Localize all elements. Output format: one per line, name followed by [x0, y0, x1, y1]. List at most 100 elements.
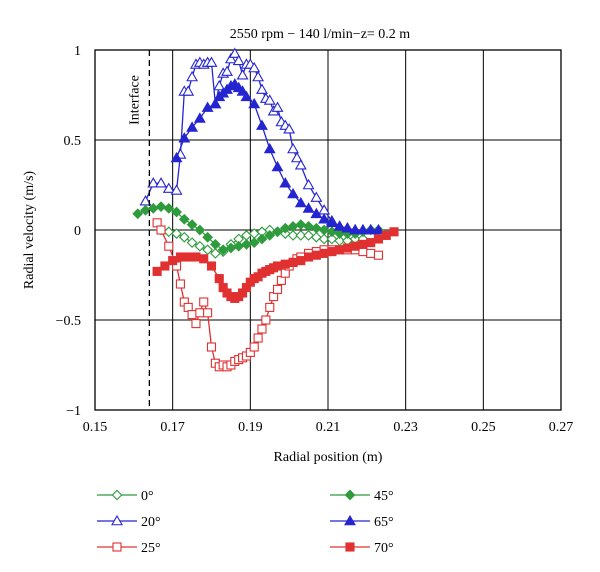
- data-point: [303, 221, 314, 232]
- data-point: [249, 342, 259, 352]
- data-point: [335, 245, 345, 255]
- legend-marker: [112, 542, 122, 552]
- data-point: [202, 231, 213, 243]
- x-tick-label: 0.19: [238, 420, 263, 435]
- data-point: [171, 228, 182, 239]
- data-point: [287, 230, 299, 241]
- data-point: [203, 308, 213, 318]
- x-tick-label: 0.15: [83, 420, 108, 435]
- data-point: [381, 230, 391, 240]
- x-tick-label: 0.17: [160, 420, 185, 435]
- data-point: [171, 206, 182, 218]
- legend-label: 65°: [374, 515, 394, 530]
- data-point: [164, 241, 174, 251]
- data-point: [318, 224, 330, 236]
- legend-marker: [344, 514, 356, 526]
- data-point: [366, 238, 376, 248]
- legend: 0° 20° 25° 45° 65° 70°: [97, 489, 394, 556]
- data-point: [253, 333, 263, 343]
- y-tick-label: −1: [66, 404, 81, 419]
- data-point: [290, 151, 303, 163]
- chart-title: 2550 rpm − 140 l/min−z= 0.2 m: [230, 27, 411, 42]
- data-point: [264, 230, 276, 241]
- data-point: [224, 52, 237, 64]
- legend-label: 0°: [141, 489, 154, 504]
- data-point: [248, 97, 261, 109]
- data-point: [191, 319, 201, 329]
- legend-item: 65°: [330, 514, 394, 530]
- data-point: [318, 213, 331, 224]
- data-point: [221, 65, 233, 76]
- data-point: [294, 159, 307, 170]
- data-point: [310, 222, 322, 234]
- data-point: [193, 112, 206, 123]
- data-point: [240, 90, 253, 102]
- legend-label: 45°: [374, 489, 394, 504]
- y-tick-label: 1: [74, 44, 81, 59]
- data-point: [175, 252, 185, 262]
- data-point: [358, 239, 368, 249]
- interface-label: Interface: [127, 75, 142, 125]
- data-point: [147, 177, 160, 188]
- data-point: [310, 207, 323, 219]
- data-point: [265, 302, 275, 312]
- data-point: [271, 101, 284, 112]
- data-point: [206, 342, 217, 352]
- data-point: [261, 315, 271, 325]
- data-point: [319, 248, 329, 258]
- data-point: [272, 261, 283, 271]
- data-point: [294, 196, 307, 208]
- data-point: [214, 274, 224, 284]
- legend-label: 70°: [374, 541, 394, 556]
- data-point: [163, 203, 175, 214]
- data-point: [302, 178, 315, 190]
- axis-ticks: 0.15 0.17 0.19 0.21 0.23 0.25 0.27 −1 −0.5 0 0.5 1: [56, 44, 574, 435]
- data-point: [304, 252, 314, 262]
- y-tick-label: 0.5: [64, 134, 82, 149]
- legend-item: 70°: [330, 541, 394, 556]
- data-point: [152, 266, 162, 276]
- data-point: [155, 177, 167, 188]
- data-point: [283, 123, 296, 134]
- data-point: [232, 54, 245, 66]
- data-point: [256, 233, 268, 245]
- legend-label: 20°: [141, 515, 161, 530]
- data-point: [168, 256, 178, 266]
- data-point: [342, 243, 352, 253]
- legend-item: 25°: [97, 541, 161, 556]
- series-group: [132, 47, 399, 372]
- series-5: [152, 227, 399, 303]
- data-point: [373, 250, 384, 260]
- legend-item: 0°: [97, 489, 154, 504]
- data-point: [287, 142, 299, 154]
- data-point: [296, 256, 306, 266]
- data-point: [191, 252, 201, 262]
- x-axis-label: Radial position (m): [274, 450, 383, 465]
- data-point: [236, 85, 249, 96]
- data-point: [389, 227, 399, 237]
- legend-item: 45°: [330, 489, 394, 504]
- data-point: [271, 160, 284, 172]
- data-point: [326, 233, 338, 245]
- data-point: [364, 223, 377, 235]
- data-point: [199, 297, 209, 307]
- data-point: [155, 201, 167, 212]
- legend-marker: [111, 489, 123, 501]
- data-point: [341, 222, 354, 233]
- series-0: [155, 224, 369, 259]
- data-point: [194, 240, 206, 252]
- data-point: [209, 97, 222, 109]
- data-point: [186, 219, 198, 230]
- data-point: [205, 56, 218, 67]
- legend-marker: [111, 514, 123, 526]
- data-point: [279, 177, 292, 188]
- data-point: [194, 224, 206, 236]
- data-point: [302, 202, 315, 213]
- data-point: [327, 247, 337, 257]
- data-point: [263, 142, 276, 154]
- data-point: [199, 254, 209, 264]
- x-tick-label: 0.25: [471, 420, 496, 435]
- data-point: [187, 310, 197, 320]
- plot-frame: [94, 49, 562, 411]
